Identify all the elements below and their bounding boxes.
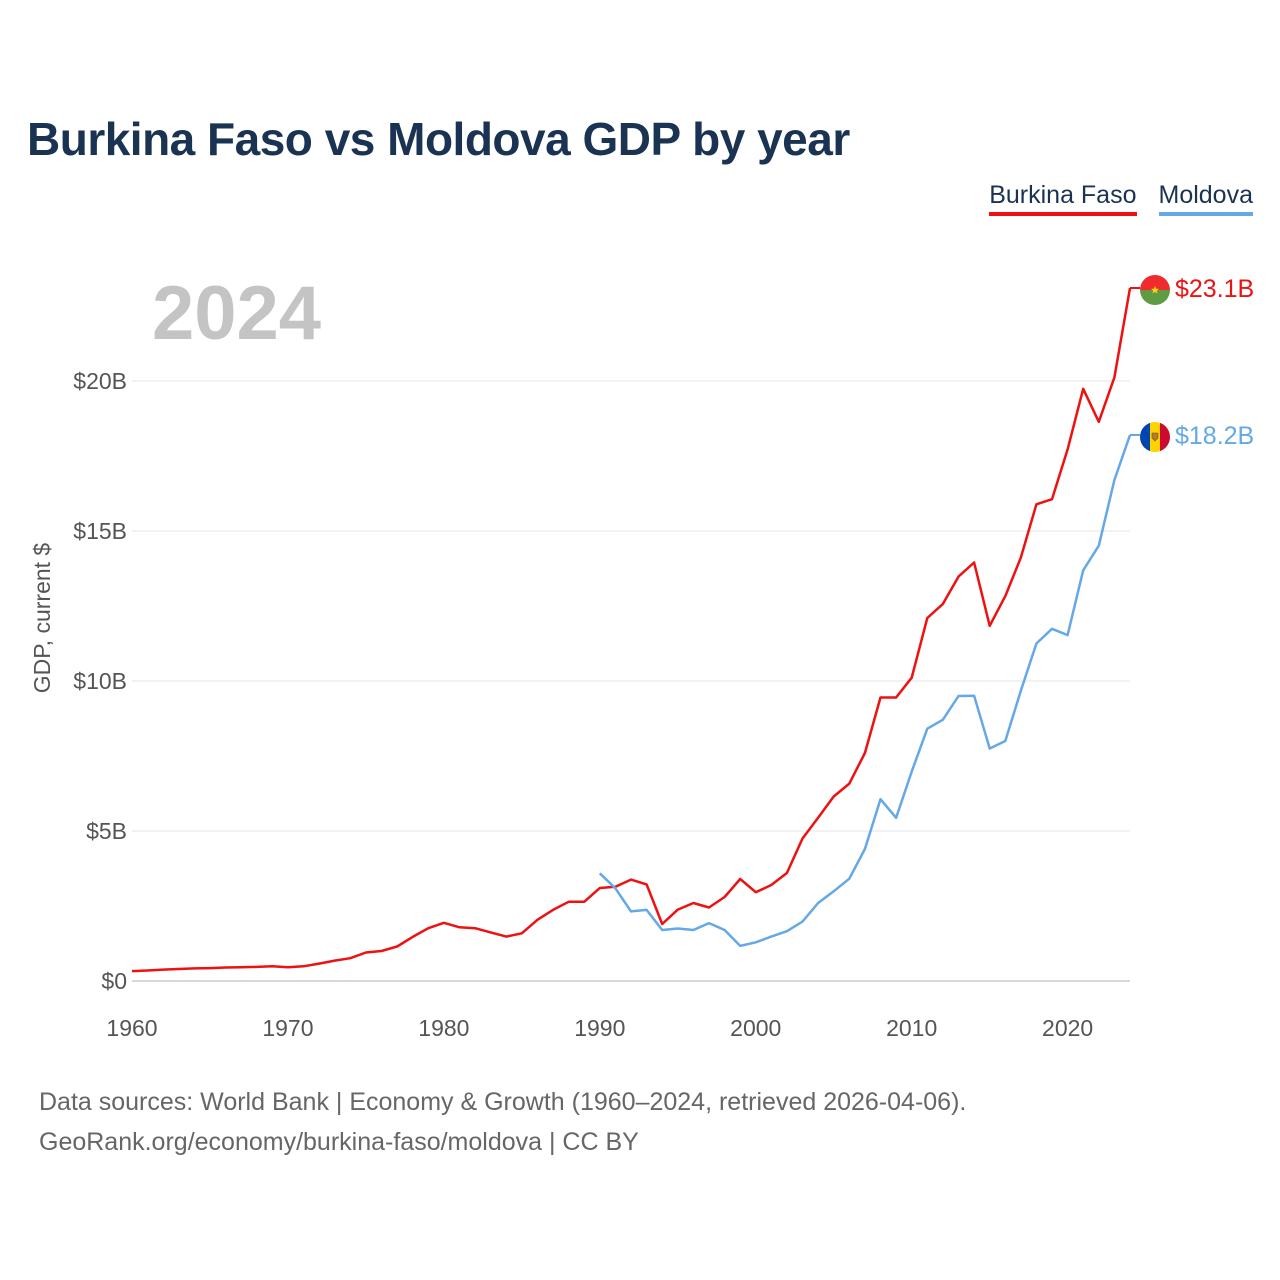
- y-tick-label: $10B: [73, 668, 127, 694]
- end-value-label-moldova: $18.2B: [1175, 422, 1254, 450]
- footer-sources: Data sources: World Bank | Economy & Gro…: [39, 1088, 967, 1116]
- x-tick-label: 1980: [418, 1015, 469, 1041]
- y-tick-label: $20B: [73, 368, 127, 394]
- moldova-flag-icon: [1140, 422, 1170, 452]
- x-tick-label: 2020: [1042, 1015, 1093, 1041]
- footer-link[interactable]: GeoRank.org/economy/burkina-faso/moldova…: [39, 1128, 639, 1156]
- end-value-label-burkina-faso: $23.1B: [1175, 275, 1254, 303]
- series-line-moldova: [598, 434, 1132, 948]
- legend-item-burkina-faso[interactable]: Burkina Faso: [989, 181, 1137, 216]
- x-tick-label: 1960: [106, 1015, 157, 1041]
- x-axis-ticks: 1960 1970 1980 1990 2000 2010 2020: [106, 1015, 1093, 1041]
- series-lines: [131, 287, 1132, 973]
- y-tick-label: $15B: [73, 518, 127, 544]
- x-tick-label: 2010: [886, 1015, 937, 1041]
- legend-item-moldova[interactable]: Moldova: [1158, 181, 1253, 216]
- x-tick-label: 1970: [262, 1015, 313, 1041]
- y-tick-label: $5B: [86, 818, 127, 844]
- y-tick-label: $0: [101, 968, 127, 994]
- footer: Data sources: World Bank | Economy & Gro…: [39, 1082, 966, 1162]
- x-tick-label: 2000: [730, 1015, 781, 1041]
- series-line-burkina-faso: [131, 287, 1132, 973]
- y-axis-label: GDP, current $: [29, 543, 55, 694]
- burkina-faso-flag-icon: [1140, 275, 1170, 305]
- gridlines: [132, 380, 1130, 982]
- y-axis-ticks: $0 $5B $10B $15B $20B: [73, 368, 127, 994]
- legend: Burkina Faso Moldova: [989, 181, 1253, 216]
- year-watermark: 2024: [152, 271, 321, 356]
- chart-title: Burkina Faso vs Moldova GDP by year: [27, 113, 850, 165]
- series-endpoints: $23.1B $18.2B: [1130, 275, 1254, 452]
- x-tick-label: 1990: [574, 1015, 625, 1041]
